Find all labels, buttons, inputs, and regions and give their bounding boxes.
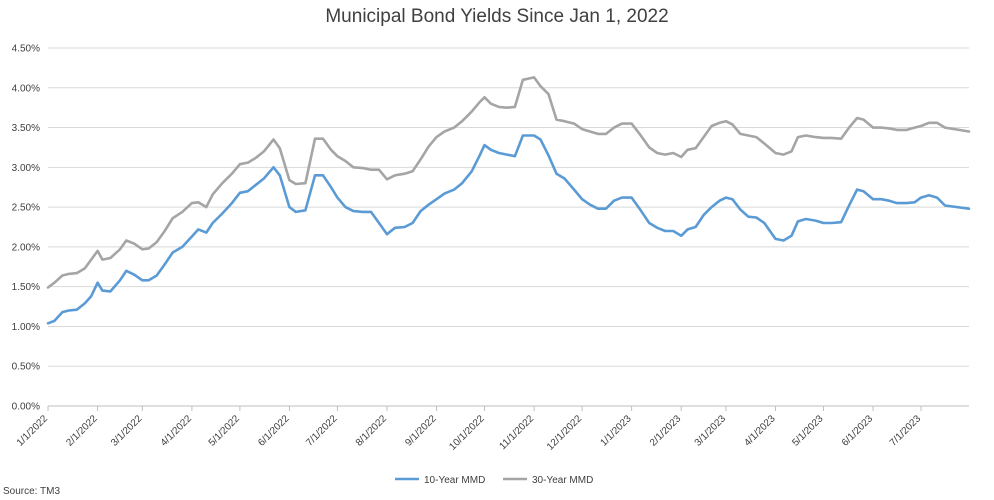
- x-tick-label: 1/1/2022: [15, 413, 51, 449]
- x-tick-label: 10/1/2022: [447, 413, 487, 453]
- x-tick-label: 1/1/2023: [598, 413, 634, 449]
- gridlines: [48, 47, 969, 407]
- legend-label: 30-Year MMD: [532, 475, 593, 486]
- y-tick-label: 4.50%: [12, 44, 40, 55]
- y-tick-label: 1.00%: [12, 322, 40, 333]
- y-tick-label: 1.50%: [12, 282, 40, 293]
- x-tick-label: 8/1/2022: [354, 413, 390, 449]
- series-line: [46, 76, 971, 289]
- x-tick-label: 2/1/2022: [64, 413, 100, 449]
- legend: 10-Year MMD 30-Year MMD: [395, 475, 593, 486]
- x-tick-label: 6/1/2022: [256, 413, 292, 449]
- y-axis-ticks: 0.00% 0.50% 1.00% 1.50% 2.00% 2.50% 3.00% 3.50%…: [12, 44, 40, 413]
- series-lines: [46, 76, 971, 325]
- y-tick-label: 3.50%: [12, 123, 40, 134]
- x-tick-label: 11/1/2022: [497, 413, 536, 452]
- y-tick-label: 0.50%: [12, 362, 40, 373]
- y-tick-label: 2.00%: [12, 242, 40, 253]
- y-tick-label: 0.00%: [12, 402, 40, 413]
- x-tick-label: 3/1/2022: [109, 413, 145, 449]
- y-tick-label: 4.00%: [12, 83, 40, 94]
- chart-title: Municipal Bond Yields Since Jan 1, 2022: [325, 6, 668, 27]
- x-tick-label: 7/1/2022: [304, 413, 340, 449]
- y-tick-label: 3.00%: [12, 163, 40, 174]
- x-tick-label: 12/1/2022: [545, 413, 585, 453]
- source-note: Source: TM3: [3, 486, 60, 497]
- legend-label: 10-Year MMD: [424, 475, 485, 486]
- x-tick-label: 6/1/2023: [840, 413, 876, 449]
- x-tick-label: 9/1/2022: [403, 413, 439, 449]
- x-tick-label: 5/1/2023: [790, 413, 826, 449]
- x-tick-label: 3/1/2023: [693, 413, 729, 449]
- x-tick-label: 4/1/2022: [159, 413, 195, 449]
- x-axis-ticks: 1/1/2022 2/1/2022 3/1/2022 4/1/2022 5/1/2022…: [15, 406, 924, 453]
- x-tick-label: 2/1/2023: [648, 413, 684, 449]
- x-tick-label: 4/1/2023: [742, 413, 778, 449]
- series-line: [46, 134, 971, 325]
- y-tick-label: 2.50%: [12, 203, 40, 214]
- x-tick-label: 7/1/2023: [888, 413, 924, 449]
- x-tick-label: 5/1/2022: [207, 413, 243, 449]
